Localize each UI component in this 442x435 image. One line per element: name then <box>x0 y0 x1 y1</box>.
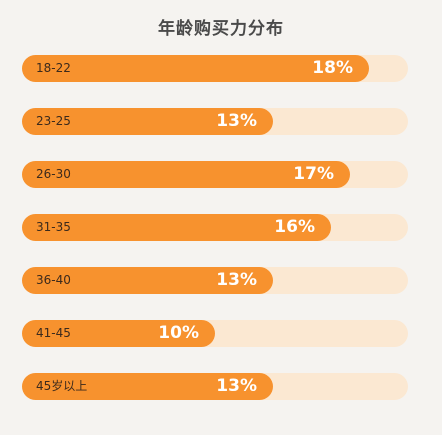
category-label: 23-25 <box>36 114 71 128</box>
bar-row: 36-40 13% <box>22 267 408 294</box>
value-label: 13% <box>216 376 257 396</box>
bar <box>22 267 273 294</box>
value-label: 10% <box>158 323 199 343</box>
category-label: 45岁以上 <box>36 379 88 393</box>
bar-row: 18-22 18% <box>22 55 408 82</box>
bar <box>22 320 215 347</box>
bar-row: 26-30 17% <box>22 161 408 188</box>
value-label: 18% <box>312 58 353 78</box>
bar <box>22 108 273 135</box>
bar <box>22 55 369 82</box>
value-label: 17% <box>293 164 334 184</box>
bar <box>22 161 350 188</box>
category-label: 26-30 <box>36 167 71 181</box>
bar-row: 31-35 16% <box>22 214 408 241</box>
bar-row: 23-25 13% <box>22 108 408 135</box>
value-label: 16% <box>274 217 315 237</box>
bar-row: 45岁以上 13% <box>22 373 408 400</box>
category-label: 18-22 <box>36 61 71 75</box>
category-label: 36-40 <box>36 273 71 287</box>
bar <box>22 214 331 241</box>
value-label: 13% <box>216 111 257 131</box>
chart-title: 年龄购买力分布 <box>158 19 284 39</box>
bar-row: 41-45 10% <box>22 320 408 347</box>
category-label: 41-45 <box>36 326 71 340</box>
category-label: 31-35 <box>36 220 71 234</box>
bar <box>22 373 273 400</box>
value-label: 13% <box>216 270 257 290</box>
